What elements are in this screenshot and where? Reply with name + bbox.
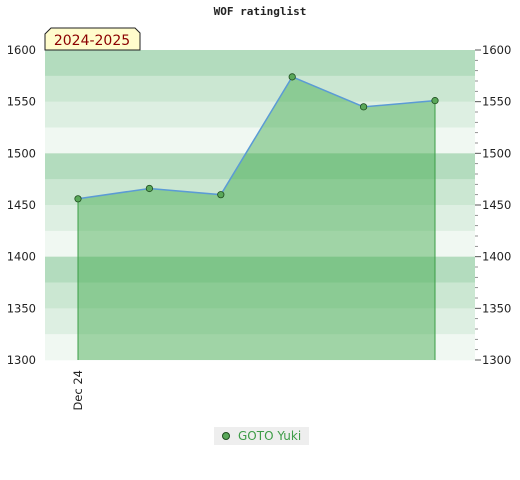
background-band <box>45 334 475 361</box>
y-tick-label-left: 1450 <box>7 198 36 212</box>
y-tick-label-left: 1300 <box>7 353 36 367</box>
background-band <box>45 308 475 335</box>
season-badge-box <box>44 27 141 51</box>
y-tick-label-right: 1450 <box>482 198 511 212</box>
x-tick-label: Dec 24 <box>71 370 85 411</box>
data-point[interactable] <box>288 73 296 81</box>
x-axis: Dec 24 <box>71 370 85 411</box>
legend-marker <box>222 432 230 440</box>
background-band <box>45 256 475 283</box>
season-badge-label: 2024-2025 <box>54 33 130 49</box>
background-band <box>45 50 475 77</box>
y-tick-label-right: 1400 <box>482 250 511 264</box>
background-band <box>45 75 475 102</box>
y-axis-right: 1300 1350 1400 1450 1500 1550 1600 <box>475 43 511 367</box>
background-band <box>45 205 475 232</box>
background-bands <box>45 50 475 361</box>
legend-label-goto-yuki: GOTO Yuki <box>238 429 302 443</box>
y-tick-label-right: 1550 <box>482 95 511 109</box>
y-tick-label-left: 1350 <box>7 301 36 315</box>
data-point[interactable] <box>431 97 439 105</box>
y-tick-label-right: 1500 <box>482 146 511 160</box>
background-band <box>45 230 475 257</box>
series-layer <box>74 73 439 360</box>
season-badge: 2024-2025 <box>44 27 141 51</box>
data-point[interactable] <box>217 191 225 199</box>
chart-title: WOF ratinglist <box>213 5 307 18</box>
y-axis-left: 1300 1350 1400 1450 1500 1550 1600 <box>7 43 36 367</box>
background-band <box>45 282 475 309</box>
y-tick-label-left: 1600 <box>7 43 36 57</box>
data-point[interactable] <box>145 184 153 193</box>
data-point[interactable] <box>359 103 368 111</box>
y-tick-label-right: 1300 <box>482 353 511 367</box>
legend[interactable]: GOTO Yuki <box>214 427 310 445</box>
background-band <box>45 179 475 206</box>
background-band <box>45 101 475 128</box>
y-tick-label-left: 1500 <box>7 146 36 160</box>
background-band <box>45 153 475 180</box>
y-tick-label-right: 1600 <box>482 43 511 57</box>
y-tick-label-left: 1550 <box>7 95 36 109</box>
series-line <box>77 75 436 200</box>
data-point[interactable] <box>74 195 82 203</box>
y-tick-label-right: 1350 <box>482 301 511 315</box>
y-tick-label-left: 1400 <box>7 250 36 264</box>
background-band <box>45 127 475 154</box>
series-area <box>78 76 435 360</box>
